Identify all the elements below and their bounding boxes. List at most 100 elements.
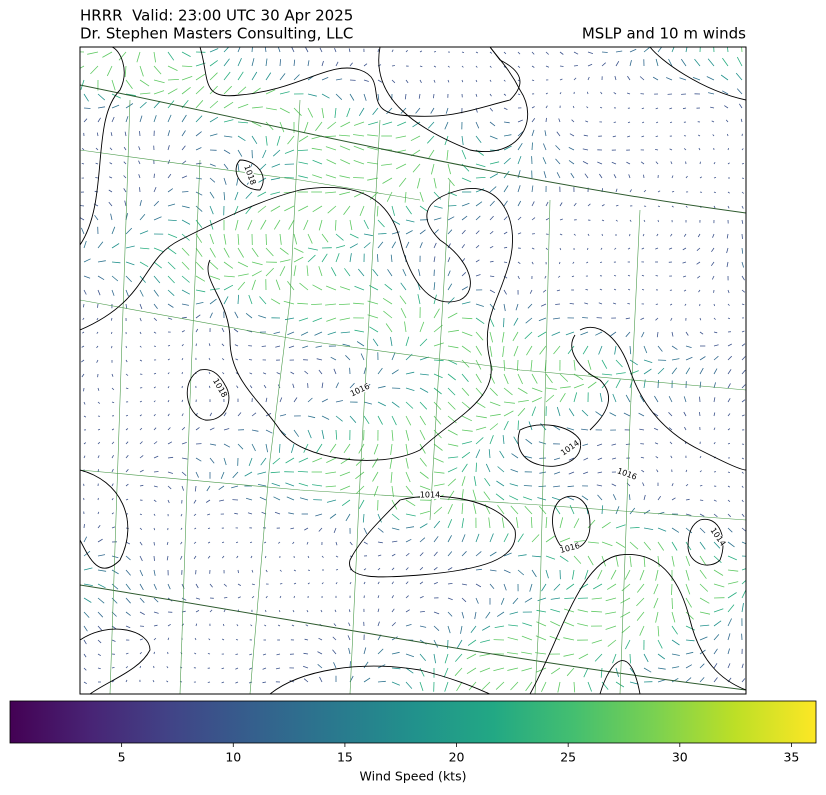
isobar-label: 1016 <box>349 382 371 399</box>
wind-arrow <box>629 653 631 664</box>
wind-arrow <box>419 373 429 376</box>
wind-arrow <box>167 275 175 284</box>
isobar-label-bg <box>242 164 258 186</box>
wind-arrow <box>685 664 692 669</box>
wind-arrow <box>195 219 203 228</box>
wind-arrow <box>553 583 561 591</box>
wind-arrow <box>389 457 393 469</box>
wind-arrow <box>671 541 678 551</box>
wind-arrow <box>433 79 436 83</box>
wind-arrow <box>461 415 473 422</box>
wind-arrow <box>587 51 594 54</box>
wind-arrow <box>223 47 230 53</box>
wind-arrow <box>377 241 384 249</box>
wind-arrow <box>111 428 115 431</box>
wind-arrow <box>181 65 193 67</box>
wind-arrow <box>741 555 746 557</box>
wind-arrow <box>558 118 561 123</box>
wind-arrow <box>591 639 603 644</box>
wind-arrow <box>489 51 493 54</box>
wind-arrow <box>685 47 688 53</box>
wind-arrow <box>580 331 589 336</box>
wind-arrow <box>405 499 416 507</box>
wind-arrow <box>727 485 731 488</box>
wind-arrow <box>699 455 702 459</box>
isobar <box>186 369 230 421</box>
wind-arrow <box>293 233 298 245</box>
wind-arrow <box>741 219 744 224</box>
wind-arrow <box>517 119 523 123</box>
wind-arrow <box>559 537 571 543</box>
wind-arrow <box>537 597 547 602</box>
wind-arrow <box>306 541 309 545</box>
colorbar-tick-label: 20 <box>449 750 465 765</box>
isobar <box>649 47 746 101</box>
wind-arrow <box>180 541 183 545</box>
wind-arrow <box>153 611 159 614</box>
wind-arrow <box>563 621 575 627</box>
wind-arrow <box>97 93 106 101</box>
wind-arrow <box>642 121 645 124</box>
wind-arrow <box>444 121 449 130</box>
wind-arrow <box>209 412 213 417</box>
wind-arrow <box>447 639 449 649</box>
wind-arrow <box>461 286 469 291</box>
wind-arrow <box>223 71 231 81</box>
wind-arrow <box>727 592 737 599</box>
wind-arrow <box>741 384 746 389</box>
wind-arrow <box>405 681 413 689</box>
wind-arrow <box>348 647 351 655</box>
wind-arrow <box>475 387 484 397</box>
wind-arrow <box>270 191 281 195</box>
wind-arrow <box>697 275 701 279</box>
wind-arrow <box>727 147 729 151</box>
isobar-label-bg <box>559 541 581 555</box>
wind-arrow <box>419 229 426 235</box>
wind-arrow <box>741 369 746 375</box>
wind-arrow <box>223 412 227 417</box>
wind-arrow <box>180 513 183 517</box>
wind-arrow <box>307 60 310 67</box>
wind-arrow <box>531 118 536 123</box>
colorbar-tick-label: 10 <box>225 750 241 765</box>
wind-arrow <box>233 328 239 333</box>
wind-arrow <box>706 76 715 81</box>
wind-arrow <box>385 323 393 333</box>
wind-arrow <box>613 288 617 291</box>
wind-arrow <box>307 555 310 559</box>
wind-arrow <box>237 121 249 124</box>
wind-arrow <box>402 269 407 277</box>
wind-arrow <box>193 513 197 517</box>
wind-arrow <box>727 133 729 137</box>
wind-arrow <box>517 142 523 151</box>
wind-arrow <box>250 624 253 627</box>
wind-arrow <box>181 427 186 431</box>
wind-arrow <box>139 638 143 641</box>
wind-arrow <box>642 482 645 487</box>
wind-arrow <box>83 240 87 249</box>
wind-arrow <box>556 289 561 292</box>
wind-arrow <box>454 667 463 677</box>
wind-arrow <box>312 284 323 291</box>
wind-arrow <box>497 466 505 473</box>
wind-arrow <box>601 219 605 222</box>
wind-arrow <box>153 499 157 503</box>
wind-arrow <box>461 317 473 320</box>
wind-arrow <box>556 131 561 137</box>
colorbar-label: Wind Speed (kts) <box>360 769 467 784</box>
wind-arrow <box>167 471 174 474</box>
wind-arrow <box>276 135 281 146</box>
wind-arrow <box>223 583 227 587</box>
wind-arrow <box>657 47 663 53</box>
wind-arrow <box>237 47 241 53</box>
wind-arrow <box>446 149 449 161</box>
wind-arrow <box>167 427 171 431</box>
wind-arrow <box>326 457 337 463</box>
wind-arrow <box>167 499 170 504</box>
wind-arrow <box>683 233 687 237</box>
wind-arrow <box>669 148 673 151</box>
wind-arrow <box>363 367 367 375</box>
wind-arrow <box>668 412 673 417</box>
wind-arrow <box>741 663 744 669</box>
wind-arrow <box>671 175 674 179</box>
